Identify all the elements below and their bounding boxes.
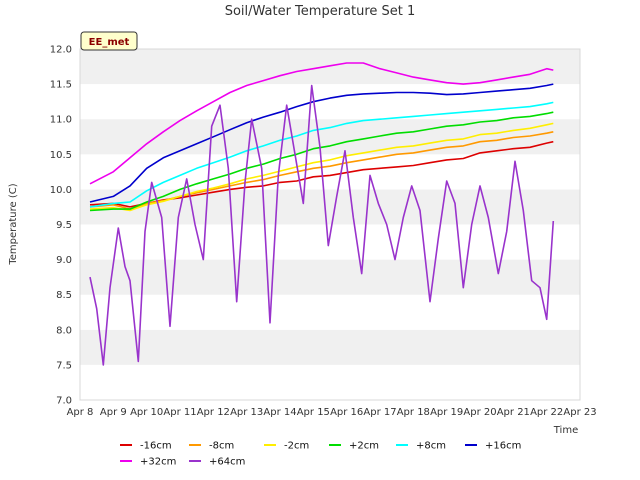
y-tick-label: 10.0 [50, 185, 72, 196]
series-lines [89, 62, 555, 366]
x-tick-label: Apr 13 [230, 407, 263, 418]
x-tick-label: Apr 14 [263, 407, 296, 418]
legend-label: +64cm [209, 457, 245, 468]
plot-area-frame [79, 48, 581, 401]
legend-item: +2cm [329, 441, 379, 452]
x-tick-label: Apr 12 [197, 407, 230, 418]
legend-item: +64cm [189, 457, 245, 468]
legend-item: -2cm [264, 441, 309, 452]
series-line-2cm [89, 122, 554, 212]
legend-label: +2cm [349, 441, 379, 452]
y-tick-label: 7.5 [56, 360, 72, 371]
grid-band [80, 259, 580, 295]
series-line-64cm [89, 84, 555, 366]
station-badge-box [80, 31, 138, 51]
x-tick-label: Apr 22 [530, 407, 563, 418]
legend-label: -8cm [209, 441, 234, 452]
legend-item: +8cm [396, 441, 446, 452]
legend-item: -16cm [120, 441, 172, 452]
y-axis-ticks: 7.0 7.5 8.0 8.5 9.0 9.5 10.0 10.5 11.0 11.5 12.0 [50, 45, 72, 407]
x-tick-label: Apr 17 [363, 407, 396, 418]
y-axis-label: Temperature (C) [8, 183, 19, 265]
y-tick-label: 11.5 [50, 80, 72, 91]
grid-band [80, 294, 580, 330]
x-tick-label: Apr 19 [430, 407, 463, 418]
station-badge-label: EE_met [89, 37, 130, 48]
y-tick-label: 9.5 [56, 220, 72, 231]
x-tick-label: Apr 16 [330, 407, 363, 418]
legend-item: +16cm [465, 441, 521, 452]
grid-band [80, 189, 580, 225]
series-line-32cm [89, 62, 554, 185]
y-tick-label: 10.5 [50, 150, 72, 161]
x-tick-label: Apr 10 [130, 407, 163, 418]
x-tick-label: Apr 15 [297, 407, 330, 418]
y-tick-label: 8.0 [56, 325, 72, 336]
y-tick-label: 7.0 [56, 396, 72, 407]
y-tick-label: 11.0 [50, 115, 72, 126]
x-tick-label: Apr 9 [100, 407, 127, 418]
grid-band [80, 364, 580, 400]
legend-item: +32cm [120, 457, 176, 468]
x-tick-label: Apr 8 [67, 407, 94, 418]
grid-bands [80, 49, 580, 400]
legend-label: +16cm [485, 441, 521, 452]
grid-band [80, 119, 580, 155]
grid-band [80, 84, 580, 120]
series-line-2cm [89, 111, 554, 212]
legend-label: -2cm [284, 441, 309, 452]
legend-label: -16cm [140, 441, 172, 452]
legend-item: -8cm [189, 441, 234, 452]
station-badge: EE_met [80, 31, 138, 51]
legend-label: +32cm [140, 457, 176, 468]
x-tick-label: Apr 23 [563, 407, 596, 418]
y-tick-label: 8.5 [56, 290, 72, 301]
grid-band [80, 329, 580, 365]
x-tick-label: Apr 11 [163, 407, 196, 418]
series-line-16cm [89, 83, 554, 203]
x-axis-ticks: Apr 8 Apr 9 Apr 10 Apr 11 Apr 12 Apr 13 Apr 14… [67, 407, 597, 418]
y-tick-label: 12.0 [50, 45, 72, 56]
y-tick-label: 9.0 [56, 255, 72, 266]
x-tick-label: Apr 20 [463, 407, 496, 418]
x-tick-label: Apr 21 [497, 407, 530, 418]
x-tick-label: Apr 18 [397, 407, 430, 418]
legend: -16cm -8cm -2cm +2cm +8cm +16cm +32cm +64cm [120, 441, 521, 468]
x-axis-label: Time [553, 425, 578, 436]
series-line-8cm [89, 101, 554, 208]
chart-title: Soil/Water Temperature Set 1 [225, 4, 416, 19]
legend-label: +8cm [416, 441, 446, 452]
